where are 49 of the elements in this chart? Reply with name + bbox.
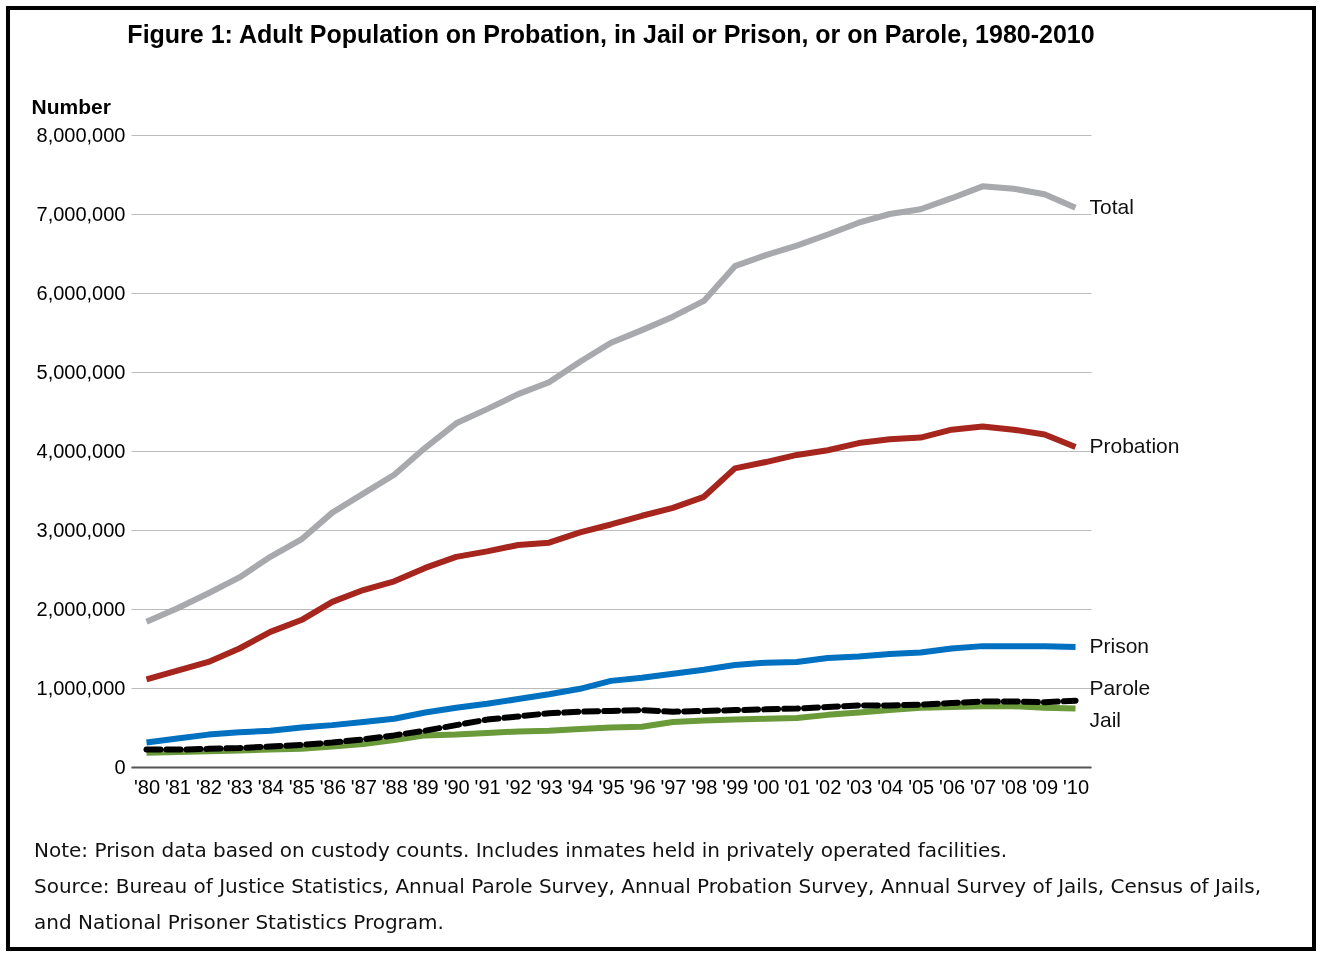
x-tick-label: '92 bbox=[505, 775, 532, 798]
x-tick-label: '97 bbox=[660, 775, 687, 798]
series-label: Parole bbox=[1089, 675, 1151, 699]
y-tick-label: 0 bbox=[114, 755, 126, 778]
source-note: Source: Bureau of Justice Statistics, Annual Parole Survey, Annual Probation Survey, Annual Survey of Jails, Census of Jails, and National Prisoner Statistics Program. bbox=[34, 873, 1263, 936]
x-tick-label: '98 bbox=[691, 775, 718, 798]
x-tick-label: '02 bbox=[815, 775, 842, 798]
x-tick-label: '82 bbox=[195, 775, 222, 798]
x-tick-label: '08 bbox=[1001, 775, 1028, 798]
x-tick-label: '81 bbox=[164, 775, 191, 798]
x-tick-label: '95 bbox=[598, 775, 625, 798]
x-tick-label: '99 bbox=[722, 775, 749, 798]
x-tick-label: '87 bbox=[350, 775, 377, 798]
x-tick-label: '84 bbox=[257, 775, 284, 798]
y-tick-label: 4,000,000 bbox=[36, 439, 126, 462]
x-tick-label: '06 bbox=[939, 775, 966, 798]
x-tick-label: '07 bbox=[970, 775, 997, 798]
x-tick-label: '10 bbox=[1062, 775, 1090, 798]
x-tick-label: '90 bbox=[443, 775, 470, 798]
x-tick-label: '80 bbox=[133, 775, 161, 798]
x-tick-label: '88 bbox=[381, 775, 408, 798]
x-tick-label: '01 bbox=[784, 775, 811, 798]
x-tick-label: '00 bbox=[753, 775, 780, 798]
y-tick-label: 6,000,000 bbox=[36, 281, 126, 304]
x-tick-label: '09 bbox=[1032, 775, 1059, 798]
series-label: Total bbox=[1089, 194, 1134, 218]
x-tick-label: '96 bbox=[629, 775, 656, 798]
x-tick-label: '91 bbox=[474, 775, 501, 798]
x-tick-label: '04 bbox=[877, 775, 904, 798]
x-tick-label: '03 bbox=[846, 775, 873, 798]
y-tick-label: 7,000,000 bbox=[36, 202, 126, 225]
y-tick-label: 5,000,000 bbox=[36, 360, 126, 383]
text: Note: Prison data based on custody counts. Includes inmates held in privately operated facilities. bbox=[34, 837, 1009, 864]
series-label: Jail bbox=[1089, 707, 1122, 731]
x-tick-label: '05 bbox=[908, 775, 935, 798]
x-tick-label: '94 bbox=[567, 775, 594, 798]
x-tick-label: '85 bbox=[288, 775, 315, 798]
x-tick-label: '89 bbox=[412, 775, 439, 798]
y-tick-label: 2,000,000 bbox=[36, 597, 126, 620]
series-label: Probation bbox=[1089, 434, 1180, 458]
x-tick-label: '86 bbox=[319, 775, 346, 798]
y-tick-label: 8,000,000 bbox=[36, 123, 126, 146]
x-tick-label: '83 bbox=[226, 775, 253, 798]
series-label: Prison bbox=[1089, 633, 1150, 657]
y-tick-label: 1,000,000 bbox=[36, 676, 126, 699]
y-axis-title: Number bbox=[31, 94, 111, 118]
chart-title: Figure 1: Adult Population on Probation, in Jail or Prison, or on Parole, 1980-2010 bbox=[127, 20, 1095, 48]
y-tick-label: 3,000,000 bbox=[36, 518, 126, 541]
x-tick-label: '93 bbox=[536, 775, 563, 798]
